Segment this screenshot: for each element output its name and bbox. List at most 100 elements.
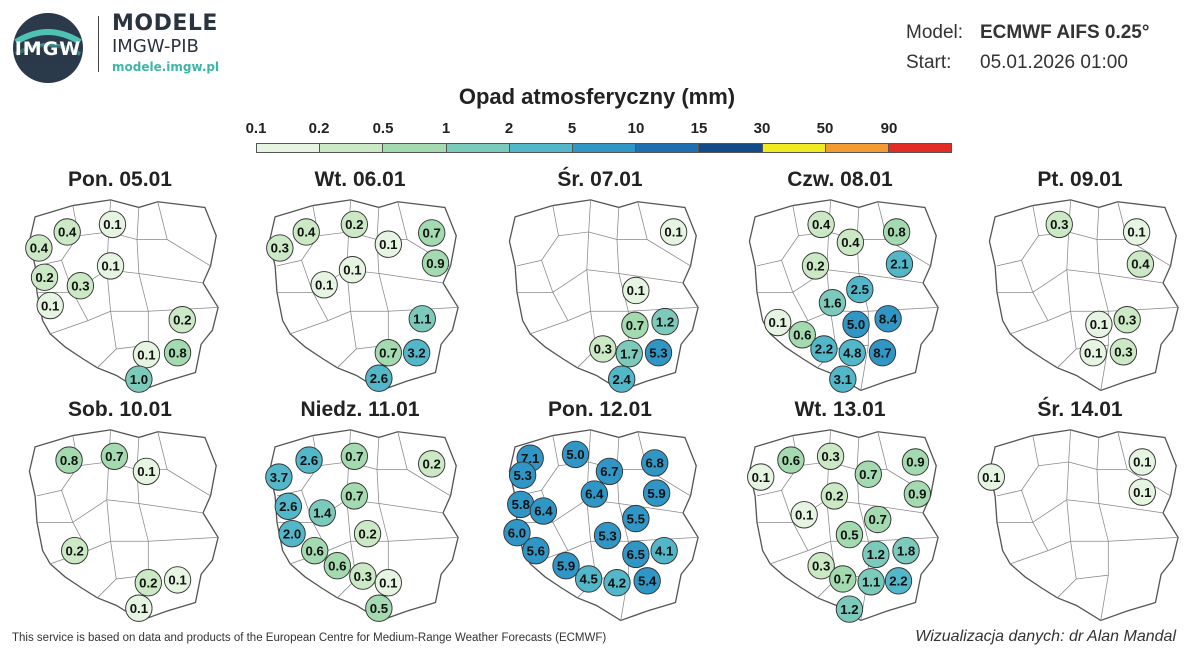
precip-value: 0.3 [821, 449, 839, 464]
region-border [138, 503, 204, 514]
brand-title: MODELE [112, 11, 218, 36]
precip-marker: 0.1 [310, 271, 338, 299]
precip-marker-circle [36, 291, 64, 320]
region-border [97, 541, 117, 599]
precip-marker-circle [61, 536, 89, 565]
region-border [996, 435, 1039, 497]
precip-marker-circle [529, 497, 558, 525]
precip-marker-circle [641, 449, 669, 477]
brand-url[interactable]: modele.imgw.pl [112, 60, 220, 74]
precip-value: 0.1 [1133, 485, 1151, 500]
precip-value: 6.5 [627, 547, 645, 562]
precip-marker: 5.5 [622, 504, 650, 533]
precip-marker-circle [857, 568, 885, 596]
precip-value: 0.1 [769, 315, 787, 330]
ecmwf-attribution: This service is based on data and produc… [12, 632, 607, 644]
precip-marker-circle [55, 446, 83, 474]
precip-marker: 0.1 [747, 463, 775, 491]
precip-marker: 0.1 [659, 218, 688, 246]
precip-marker-circle [901, 448, 930, 476]
precip-marker-circle [1109, 338, 1138, 366]
precip-marker-circle [633, 567, 661, 595]
precip-value: 1.1 [862, 574, 880, 589]
precip-marker-circle [621, 311, 649, 340]
precip-marker: 0.1 [132, 457, 161, 486]
legend-tick: 50 [816, 120, 834, 137]
precip-marker-circle [340, 442, 369, 470]
precip-marker: 1.1 [857, 568, 885, 596]
poland-precip-map: 0.1 0.1 0.1 [977, 429, 1179, 622]
precip-marker: 3.2 [402, 339, 431, 367]
precip-value: 5.5 [627, 511, 645, 526]
precip-value: 0.6 [328, 558, 346, 573]
precip-value: 0.2 [806, 259, 824, 274]
precip-marker-circle [295, 446, 323, 474]
precip-marker-circle [308, 499, 336, 527]
precip-value: 2.6 [300, 453, 318, 468]
precip-marker: 5.6 [522, 536, 550, 565]
map-day-title: Wt. 06.01 [314, 168, 406, 191]
precip-marker-circle [820, 482, 849, 510]
precip-marker: 1.2 [862, 540, 890, 569]
precip-marker: 0.4 [25, 234, 53, 262]
precip-value: 0.2 [345, 217, 363, 232]
precip-value: 0.7 [423, 226, 441, 241]
precip-value: 5.0 [566, 447, 584, 462]
model-info: Model: ECMWF AIFS 0.25° Start: 05.01.202… [906, 18, 1149, 78]
precip-marker-circle [503, 519, 531, 547]
precip-value: 0.1 [379, 575, 397, 590]
precip-marker-circle [353, 519, 382, 548]
map-day-title: Pon. 12.01 [548, 398, 652, 421]
precip-value: 4.8 [843, 345, 861, 360]
precip-marker: 0.3 [1045, 210, 1073, 239]
precip-marker-circle [807, 552, 835, 580]
precip-marker-circle [818, 289, 847, 317]
region-border [388, 537, 459, 542]
precip-value: 0.9 [906, 455, 924, 470]
precip-value: 8.4 [879, 311, 898, 326]
precip-value: 1.8 [897, 543, 915, 558]
precip-value: 0.1 [752, 470, 770, 485]
region-border [1100, 575, 1109, 621]
precip-value: 2.2 [815, 342, 833, 357]
precip-value: 0.1 [627, 283, 645, 298]
region-border [1100, 345, 1109, 391]
precip-marker-circle [801, 252, 830, 280]
precip-marker-circle [747, 463, 775, 491]
legend-swatch [762, 144, 826, 152]
precip-value: 0.1 [137, 464, 155, 479]
precip-marker-circle [816, 442, 845, 470]
precip-marker-circle [622, 276, 650, 305]
precip-marker: 2.6 [365, 364, 393, 392]
precip-marker: 0.6 [301, 536, 329, 565]
precip-marker: 4.8 [838, 339, 866, 367]
precip-marker: 0.1 [132, 340, 161, 369]
precip-marker-circle [66, 272, 95, 300]
precip-value: 2.0 [283, 526, 301, 541]
precip-marker: 0.2 [30, 263, 59, 291]
precip-marker-circle [134, 569, 162, 597]
precip-value: 0.1 [1133, 455, 1151, 470]
precip-marker-circle [868, 339, 897, 367]
precip-value: 5.3 [598, 528, 616, 543]
precip-marker: 0.8 [55, 446, 83, 474]
precip-marker-circle [374, 339, 402, 367]
precip-value: 5.6 [527, 543, 545, 558]
brand-block: MODELE IMGW-PIB modele.imgw.pl [112, 12, 219, 76]
legend-tick: 1 [441, 120, 451, 137]
precip-value: 2.4 [613, 372, 632, 387]
precip-value: 5.9 [557, 558, 575, 573]
region-border [756, 205, 799, 267]
precip-marker-circle [349, 562, 377, 590]
precip-marker-circle [408, 305, 436, 333]
precip-value: 0.1 [982, 470, 1000, 485]
precip-marker-circle [552, 552, 580, 580]
precip-value: 2.2 [889, 574, 907, 589]
precip-value: 0.7 [859, 467, 877, 482]
precip-marker-circle [603, 569, 631, 597]
precip-marker-circle [977, 463, 1005, 491]
precip-marker: 0.2 [134, 569, 162, 597]
precip-value: 0.9 [426, 256, 444, 271]
precip-value: 0.2 [139, 575, 157, 590]
precip-value: 5.3 [513, 468, 531, 483]
